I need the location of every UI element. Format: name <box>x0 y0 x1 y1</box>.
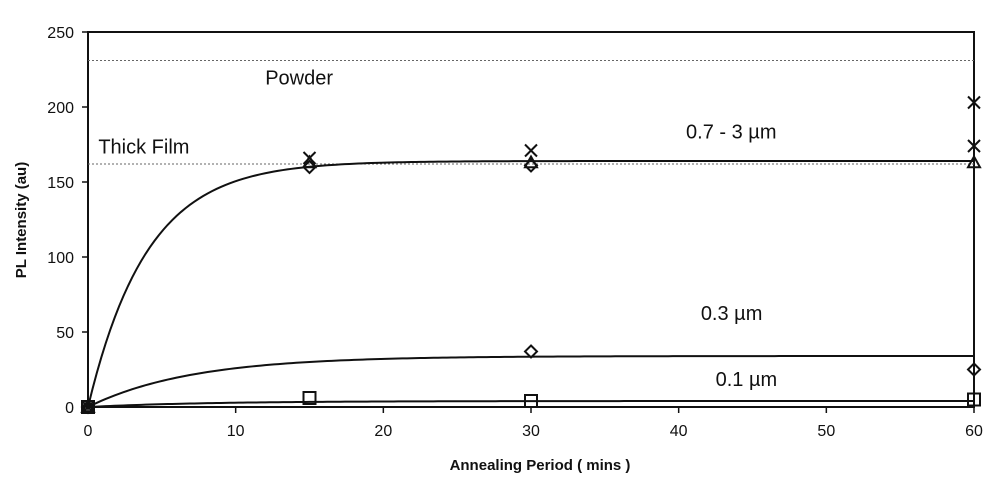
y-tick-label: 200 <box>47 100 74 117</box>
plot-frame <box>87 31 975 408</box>
y-tick-label: 250 <box>47 25 74 42</box>
point-triangle <box>301 154 318 169</box>
reference-lines <box>88 60 974 165</box>
point-diamond <box>523 344 539 359</box>
y-axis-ticks: 0 50 100 150 200 250 <box>47 25 88 417</box>
point-diamond <box>302 159 317 175</box>
fit-curve-2 <box>87 355 974 408</box>
point-diamond <box>966 362 982 377</box>
annotation-label: Thick Film <box>98 137 189 159</box>
fit-curves <box>87 160 974 408</box>
annotation-label: 0.7 - 3 µm <box>686 122 776 144</box>
point-x <box>967 139 981 153</box>
x-axis-title: Annealing Period ( mins ) <box>450 457 631 474</box>
x-tick-label: 20 <box>374 423 392 440</box>
point-x <box>524 143 538 158</box>
annotation-label: 0.1 µm <box>716 369 778 391</box>
y-tick-label: 50 <box>56 325 74 342</box>
x-tick-label: 40 <box>670 423 688 440</box>
point-square <box>967 392 981 407</box>
annotation-label: 0.3 µm <box>701 303 763 325</box>
point-diamond <box>523 158 539 173</box>
data-points <box>80 95 982 415</box>
y-tick-label: 0 <box>65 400 74 417</box>
x-tick-label: 0 <box>84 423 93 440</box>
y-axis-title: PL Intensity (au) <box>13 162 30 278</box>
y-tick-label: 100 <box>47 250 74 267</box>
x-tick-label: 50 <box>817 423 835 440</box>
x-tick-label: 30 <box>522 423 540 440</box>
y-tick-label: 150 <box>47 175 74 192</box>
x-tick-label: 60 <box>965 423 983 440</box>
x-axis-ticks: 0 10 20 30 40 50 60 <box>84 407 983 440</box>
fit-curve-1 <box>87 160 974 408</box>
point-triangle <box>966 154 982 169</box>
x-tick-label: 10 <box>227 423 245 440</box>
annotations: Powder Thick Film 0.7 - 3 µm 0.3 µm 0.1 µm <box>98 68 777 392</box>
annotation-label: Powder <box>265 68 333 90</box>
point-square <box>302 391 317 405</box>
fit-curve-3 <box>87 400 974 408</box>
point-x <box>967 95 981 110</box>
